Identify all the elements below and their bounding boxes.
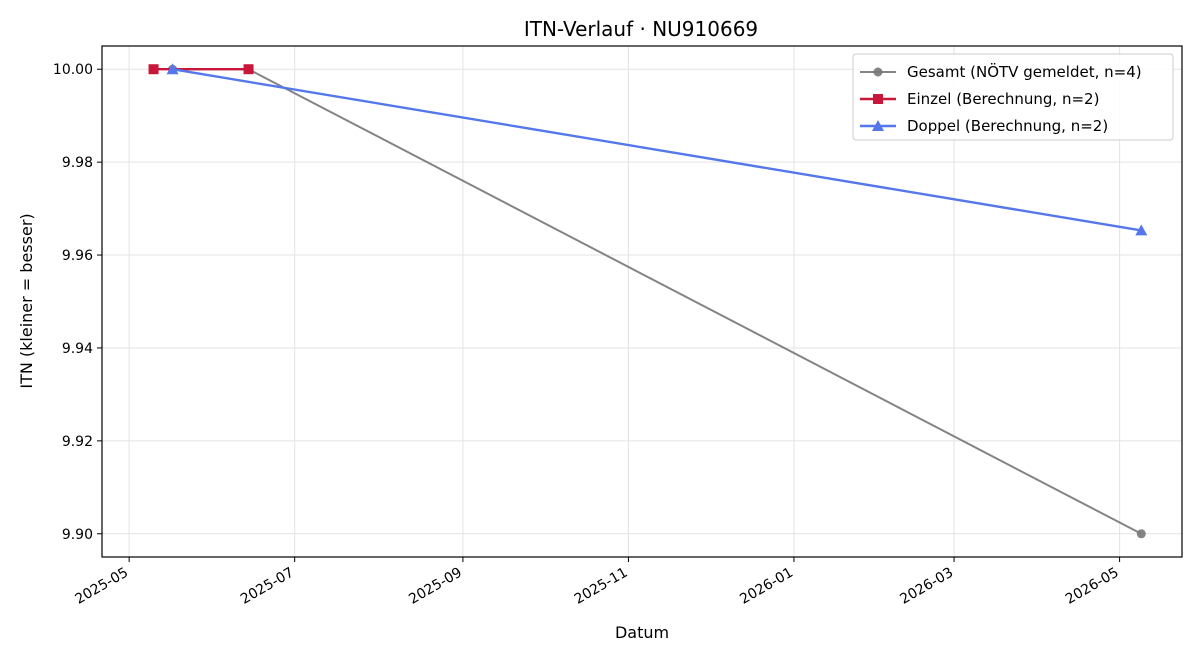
y-tick-label: 9.92 bbox=[62, 434, 93, 450]
y-axis: 9.90 9.92 9.94 9.96 9.98 10.00 bbox=[53, 62, 102, 543]
y-tick-label: 10.00 bbox=[53, 62, 93, 78]
x-tick-label: 2026-03 bbox=[897, 565, 956, 608]
x-tick-label: 2025-07 bbox=[238, 565, 297, 608]
legend: Gesamt (NÖTV gemeldet, n=4) Einzel (Berec… bbox=[852, 53, 1174, 141]
data-point bbox=[1136, 529, 1146, 539]
series-layer bbox=[148, 63, 1148, 539]
legend-item-2: Einzel (Berechnung, n=2) bbox=[860, 90, 1099, 108]
legend-label: Doppel (Berechnung, n=2) bbox=[907, 117, 1108, 135]
legend-marker bbox=[873, 94, 883, 104]
x-tick-label: 2026-01 bbox=[737, 565, 796, 608]
x-tick-label: 2025-05 bbox=[72, 565, 131, 608]
data-point bbox=[166, 63, 179, 75]
series-3 bbox=[166, 63, 1148, 236]
legend-item-3: Doppel (Berechnung, n=2) bbox=[860, 117, 1108, 135]
y-tick-label: 9.90 bbox=[62, 527, 93, 543]
legend-item-1: Gesamt (NÖTV gemeldet, n=4) bbox=[860, 62, 1142, 81]
data-point bbox=[148, 64, 159, 75]
series-line bbox=[172, 68, 1142, 232]
data-point bbox=[243, 64, 254, 75]
legend-marker bbox=[873, 67, 883, 77]
x-axis: 2025-05 2025-07 2025-09 2025-11 2026-01 2026-… bbox=[72, 557, 1122, 608]
y-tick-label: 9.96 bbox=[62, 248, 93, 264]
y-axis-label: ITN (kleiner = besser) bbox=[17, 213, 36, 388]
x-tick-label: 2025-11 bbox=[572, 565, 631, 608]
y-tick-label: 9.94 bbox=[62, 341, 93, 357]
y-tick-label: 9.98 bbox=[62, 155, 93, 171]
x-tick-label: 2025-09 bbox=[406, 565, 465, 608]
data-point bbox=[1135, 224, 1148, 236]
series-2 bbox=[148, 64, 254, 75]
legend-box bbox=[852, 53, 1174, 141]
plot-frame bbox=[101, 45, 1183, 558]
legend-label: Einzel (Berechnung, n=2) bbox=[907, 90, 1099, 108]
legend-label: Gesamt (NÖTV gemeldet, n=4) bbox=[907, 62, 1142, 81]
chart-title: ITN-Verlauf · NU910669 bbox=[524, 17, 758, 41]
legend-marker bbox=[872, 120, 884, 131]
x-tick-label: 2026-05 bbox=[1063, 565, 1122, 608]
x-axis-label: Datum bbox=[615, 623, 669, 642]
